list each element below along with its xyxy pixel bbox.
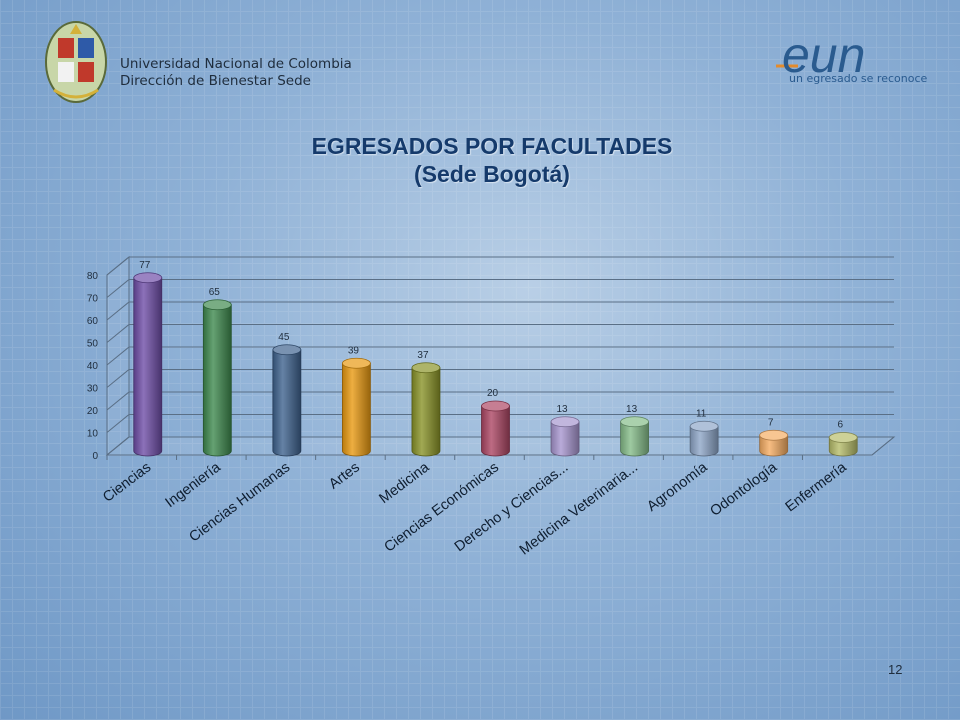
bar-top xyxy=(550,416,580,428)
bar xyxy=(481,405,510,457)
bar-top xyxy=(620,416,649,428)
data-label: 77 xyxy=(139,260,151,271)
data-label: 6 xyxy=(837,420,843,431)
x-tick-label: Medicina xyxy=(376,459,433,507)
y-tick-label: 10 xyxy=(87,429,99,440)
x-tick-label: Derecho y Ciencias... xyxy=(452,459,572,555)
data-label: 7 xyxy=(768,417,774,428)
x-tick-label: Ciencias xyxy=(100,459,154,505)
y-tick-label: 0 xyxy=(92,451,98,462)
bar xyxy=(550,421,580,457)
bar xyxy=(133,277,163,457)
y-tick-label: 80 xyxy=(87,271,99,282)
chart-subtitle: (Sede Bogotá) xyxy=(414,161,570,187)
bar xyxy=(202,304,232,457)
bar-top xyxy=(272,344,302,356)
x-tick-label: Enfermería xyxy=(783,459,851,516)
bar-top xyxy=(133,272,163,284)
data-label: 20 xyxy=(487,388,499,399)
data-label: 39 xyxy=(348,345,360,356)
university-crest-logo xyxy=(45,21,107,103)
bar-top xyxy=(828,432,858,443)
bar-top xyxy=(481,400,510,412)
y-tick-label: 30 xyxy=(87,384,99,395)
data-label: 45 xyxy=(278,332,290,343)
x-tick-label: Medicina Veterinaria... xyxy=(517,459,641,558)
y-tick-label: 70 xyxy=(87,294,99,305)
x-tick-label: Agronomía xyxy=(644,459,711,515)
bar-top xyxy=(689,420,719,432)
bar-top xyxy=(342,357,371,369)
data-label: 11 xyxy=(696,408,707,419)
eun-logo-text: eun xyxy=(782,27,865,83)
bar xyxy=(342,362,371,457)
chart-title: EGRESADOS POR FACULTADES xyxy=(311,133,673,159)
bar-top xyxy=(202,299,232,311)
data-label: 13 xyxy=(626,404,638,415)
institution-name: Universidad Nacional de Colombia Direcci… xyxy=(120,56,352,90)
bar-top xyxy=(759,429,789,441)
y-tick-label: 40 xyxy=(87,361,99,372)
gridline xyxy=(106,324,894,343)
eun-tagline: un egresado se reconoce xyxy=(789,72,928,85)
eun-logo: eun xyxy=(776,27,865,83)
data-label: 37 xyxy=(417,350,429,361)
gridline xyxy=(106,346,894,366)
gridline xyxy=(106,301,894,321)
y-tick-label: 60 xyxy=(87,316,99,327)
institution-line-2: Dirección de Bienestar Sede xyxy=(120,73,311,89)
x-tick-label: Ciencias Económicas xyxy=(382,459,502,555)
bar xyxy=(689,425,719,457)
institution-line-1: Universidad Nacional de Colombia xyxy=(120,56,352,72)
x-tick-label: Odontología xyxy=(707,459,780,520)
gridline xyxy=(106,414,894,433)
gridline xyxy=(106,256,894,276)
page-number: 12 xyxy=(888,662,903,677)
bar xyxy=(411,367,441,457)
x-tick-label: Ingeniería xyxy=(163,459,225,511)
data-label: 13 xyxy=(556,404,568,415)
gridline xyxy=(106,279,894,298)
y-tick-label: 20 xyxy=(87,406,99,417)
floor-edge xyxy=(871,436,895,456)
gridline xyxy=(106,391,894,411)
gridline xyxy=(106,369,894,388)
bar xyxy=(620,421,649,457)
bar-top xyxy=(411,362,441,374)
bar xyxy=(272,349,302,457)
y-tick-label: 50 xyxy=(87,339,99,350)
data-label: 65 xyxy=(209,287,221,298)
chart-title-block: EGRESADOS POR FACULTADES (Sede Bogotá) xyxy=(0,132,960,188)
bar xyxy=(759,434,789,457)
x-tick-label: Artes xyxy=(326,459,363,492)
